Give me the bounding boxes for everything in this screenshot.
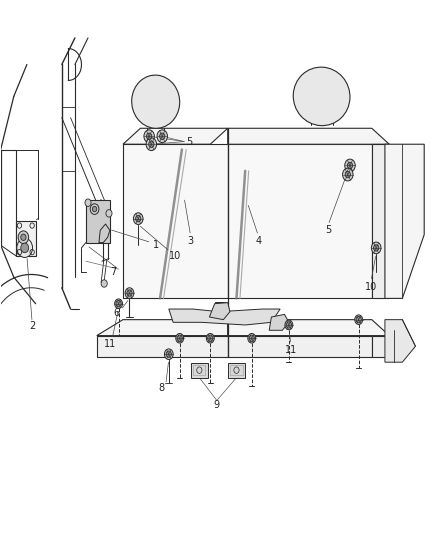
Circle shape (147, 133, 152, 140)
Circle shape (164, 349, 173, 360)
Text: 10: 10 (169, 251, 181, 261)
Circle shape (285, 320, 293, 330)
Circle shape (343, 168, 353, 181)
Circle shape (374, 245, 379, 251)
Circle shape (356, 317, 361, 323)
Circle shape (371, 242, 381, 254)
Bar (215, 302, 226, 312)
Circle shape (134, 213, 143, 224)
Circle shape (166, 351, 171, 358)
Circle shape (90, 204, 99, 214)
Circle shape (101, 280, 107, 287)
Text: 5: 5 (186, 136, 192, 147)
Bar (16, 221, 35, 256)
Text: 10: 10 (365, 282, 377, 292)
Polygon shape (228, 144, 372, 298)
Polygon shape (228, 320, 389, 336)
Circle shape (159, 133, 165, 140)
Circle shape (345, 171, 350, 177)
Circle shape (208, 335, 213, 342)
Polygon shape (169, 309, 280, 325)
Circle shape (127, 290, 132, 296)
Circle shape (18, 231, 28, 244)
Circle shape (249, 335, 254, 342)
Circle shape (206, 334, 214, 343)
Text: 7: 7 (110, 267, 117, 277)
Polygon shape (372, 336, 389, 357)
Text: 11: 11 (285, 345, 297, 355)
Circle shape (286, 322, 291, 328)
Text: 4: 4 (255, 236, 261, 246)
Circle shape (85, 199, 91, 206)
Text: 1: 1 (152, 240, 159, 250)
Text: 2: 2 (29, 321, 35, 331)
Polygon shape (385, 320, 416, 362)
Circle shape (106, 209, 112, 217)
Bar (86, 200, 110, 243)
Polygon shape (99, 224, 110, 243)
Circle shape (92, 206, 97, 212)
Circle shape (157, 130, 167, 143)
Polygon shape (385, 144, 424, 298)
Bar (230, 366, 243, 375)
Text: 5: 5 (325, 225, 331, 236)
Text: 11: 11 (104, 339, 116, 349)
Circle shape (17, 238, 32, 257)
Text: 9: 9 (214, 400, 220, 410)
Circle shape (146, 138, 156, 151)
Circle shape (176, 334, 184, 343)
Circle shape (347, 163, 353, 168)
Polygon shape (97, 320, 228, 336)
Ellipse shape (293, 67, 350, 126)
Circle shape (21, 234, 26, 240)
Circle shape (144, 130, 154, 143)
Circle shape (125, 288, 134, 298)
Polygon shape (228, 336, 372, 357)
Ellipse shape (132, 75, 180, 128)
Polygon shape (372, 144, 389, 298)
Circle shape (21, 243, 28, 253)
Bar (191, 363, 208, 377)
Circle shape (177, 335, 182, 342)
Circle shape (345, 159, 355, 172)
Circle shape (115, 299, 123, 309)
Text: 8: 8 (158, 383, 164, 393)
Text: 3: 3 (187, 236, 194, 246)
Polygon shape (269, 314, 289, 330)
Polygon shape (209, 303, 230, 320)
Polygon shape (123, 128, 228, 144)
Circle shape (136, 215, 141, 222)
Polygon shape (123, 144, 228, 298)
Circle shape (149, 141, 154, 148)
Circle shape (355, 315, 363, 325)
Bar (228, 363, 245, 377)
Bar (193, 366, 205, 375)
Circle shape (248, 334, 256, 343)
Polygon shape (97, 336, 228, 357)
Text: 6: 6 (113, 308, 120, 318)
Polygon shape (228, 128, 389, 144)
Circle shape (116, 301, 121, 307)
